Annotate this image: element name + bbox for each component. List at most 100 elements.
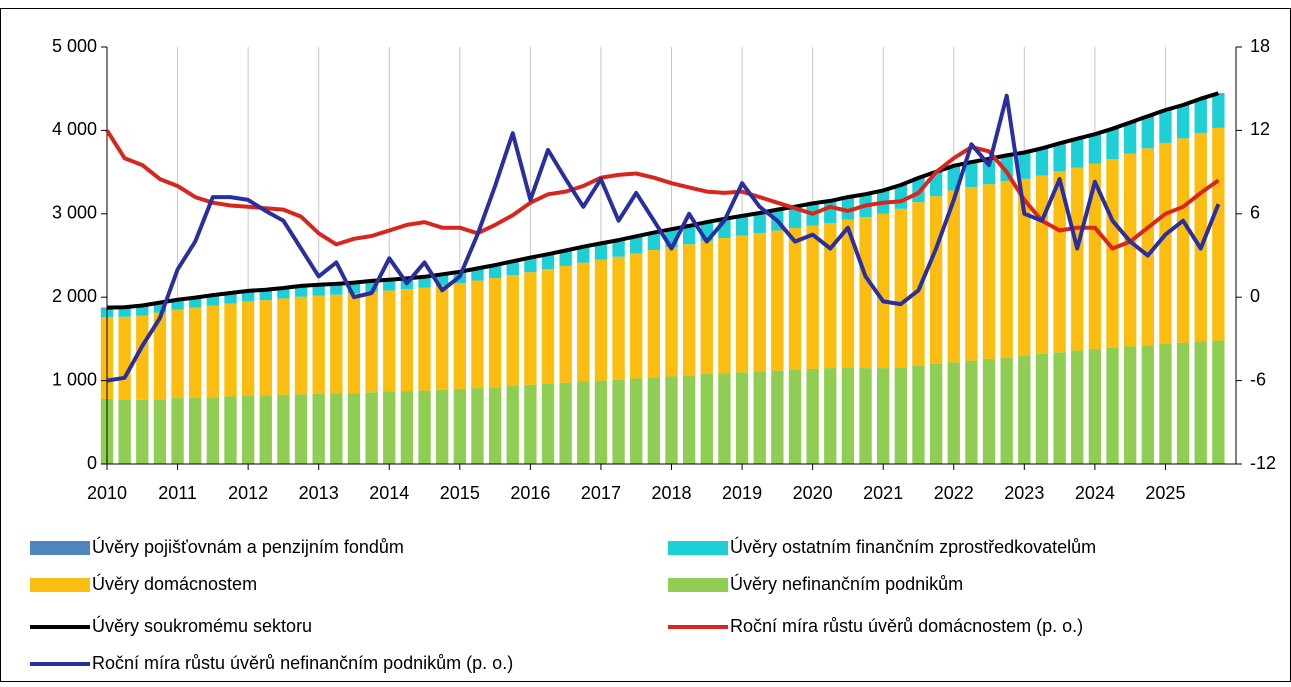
y-tick-label: 1 000	[52, 369, 97, 389]
y-tick-label: 4 000	[52, 119, 97, 139]
bar	[294, 394, 308, 464]
x-tick-label: 2015	[440, 483, 480, 503]
bar	[559, 265, 572, 383]
bar	[330, 393, 343, 464]
bar	[1053, 352, 1066, 464]
bar	[383, 391, 396, 464]
bar	[153, 312, 167, 400]
bar	[647, 250, 661, 378]
bar	[383, 290, 396, 392]
bar	[1159, 111, 1172, 143]
legend-swatch	[30, 578, 90, 592]
bar	[894, 208, 908, 368]
bar	[1000, 181, 1013, 358]
bar	[753, 214, 766, 233]
bar	[965, 187, 978, 361]
bar	[365, 282, 378, 292]
bar	[1053, 144, 1066, 172]
bar	[1035, 353, 1049, 464]
bar	[947, 362, 960, 464]
bar	[206, 305, 220, 398]
bar	[1088, 135, 1102, 164]
bar	[277, 298, 290, 395]
bar	[1035, 175, 1049, 354]
bar	[788, 207, 802, 228]
bar	[753, 232, 766, 372]
bar	[189, 298, 202, 308]
bar	[1071, 167, 1084, 351]
bar	[665, 247, 678, 377]
y-tick-label: 0	[87, 453, 97, 473]
bar	[735, 372, 749, 464]
bar	[612, 256, 625, 380]
bar	[171, 309, 184, 399]
bar	[929, 196, 943, 364]
y-tick-label: 2 000	[52, 286, 97, 306]
bar	[982, 160, 996, 185]
legend-swatch	[30, 541, 90, 555]
x-tick-label: 2019	[722, 483, 762, 503]
bar	[894, 367, 908, 464]
x-tick-label: 2014	[369, 483, 409, 503]
bar	[153, 303, 167, 313]
bar	[1159, 142, 1172, 344]
bar	[594, 244, 608, 260]
x-tick-label: 2013	[299, 483, 339, 503]
x-tick-label: 2016	[510, 483, 550, 503]
bar	[1106, 347, 1119, 464]
bar	[153, 399, 167, 464]
bar	[577, 262, 590, 382]
line-series	[106, 93, 1221, 383]
bar	[1106, 129, 1119, 160]
bar	[718, 237, 731, 374]
bar	[559, 382, 572, 464]
bar	[488, 387, 502, 464]
bar	[330, 294, 343, 394]
bar	[241, 395, 255, 464]
bar	[877, 368, 890, 464]
y2-tick-label: -12	[1250, 453, 1276, 473]
legend-swatch	[668, 578, 728, 592]
bar	[806, 225, 819, 369]
bar	[418, 390, 431, 464]
bar	[824, 222, 837, 369]
bar	[788, 369, 802, 464]
bar	[189, 307, 202, 398]
bar	[965, 163, 978, 188]
bar	[471, 280, 484, 389]
bar	[1141, 345, 1154, 464]
bar	[788, 227, 802, 370]
bar	[189, 397, 202, 464]
legend-label: Úvěry nefinančním podnikům	[730, 573, 963, 594]
legend-label: Roční míra růstu úvěrů domácnostem (p. o…	[730, 616, 1083, 636]
x-tick-label: 2012	[228, 483, 268, 503]
bar	[541, 383, 555, 464]
bar	[1035, 149, 1049, 176]
bar	[524, 258, 537, 273]
bar	[594, 259, 608, 381]
bar	[294, 287, 308, 297]
bar	[206, 296, 220, 306]
bar	[506, 262, 519, 276]
x-tick-label: 2011	[158, 483, 197, 503]
bar	[682, 375, 696, 464]
bar	[1194, 132, 1207, 342]
bar	[224, 303, 237, 397]
bar	[982, 184, 996, 359]
bar	[841, 219, 855, 368]
bar	[806, 368, 819, 464]
bar	[1194, 99, 1207, 133]
bar	[612, 241, 625, 257]
bar	[682, 227, 696, 245]
bar	[1018, 178, 1031, 356]
bar	[577, 381, 590, 464]
bar	[1123, 153, 1137, 347]
legend-label: Roční míra růstu úvěrů nefinančním podni…	[92, 653, 513, 673]
bar	[912, 365, 925, 464]
bar	[753, 371, 766, 464]
bar	[541, 269, 555, 384]
x-tick-label: 2023	[1004, 483, 1044, 503]
bar	[277, 289, 290, 299]
x-tick-label: 2017	[581, 483, 621, 503]
bar	[418, 287, 431, 391]
